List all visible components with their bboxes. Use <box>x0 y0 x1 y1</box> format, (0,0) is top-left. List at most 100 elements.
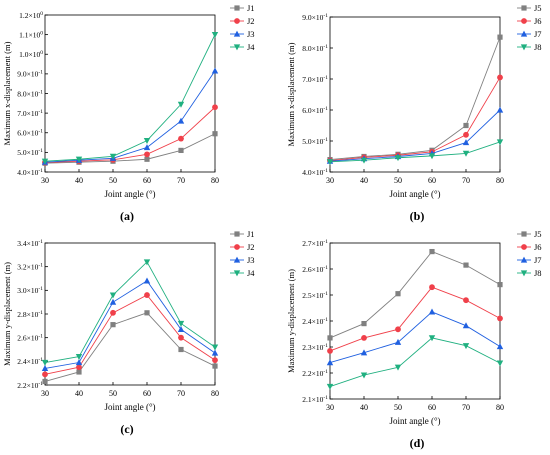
legend-label: J1 <box>247 3 255 13</box>
data-point <box>143 138 151 144</box>
chart-panel-3: 30 40 50 60 70 80 2.2×10-1 2.4×10-1 2.6×10-1 2.8×… <box>2 229 255 436</box>
y-tick-label: 4.0×10-1 <box>17 168 43 177</box>
data-point <box>211 67 219 74</box>
y-tick-label: 2.6×10-1 <box>302 265 328 274</box>
x-tick-label: 40 <box>360 403 368 412</box>
data-point <box>75 359 83 366</box>
x-axis-label: Joint angle (°) <box>104 402 155 412</box>
data-point <box>463 131 469 138</box>
y-tick-label: 8.0×10-1 <box>302 44 328 53</box>
legend-label: J8 <box>534 42 542 52</box>
chart-panel-2: 30 40 50 60 70 80 4.0×10-1 5.0×10-1 6.0×10-1 7.0×… <box>286 3 542 223</box>
data-point <box>497 74 503 81</box>
legend-label: J8 <box>534 268 542 278</box>
x-axis-label: Joint angle (°) <box>104 189 155 199</box>
legend-item-J6: J6 <box>517 242 542 252</box>
series-J8 <box>326 139 504 166</box>
x-tick-label: 30 <box>41 389 49 398</box>
y-tick-label: 8.0×10-1 <box>17 89 43 98</box>
data-point <box>76 369 82 375</box>
legend-item-J3: J3 <box>230 29 255 39</box>
y-tick-label: 2.4×10-1 <box>17 357 43 366</box>
data-point <box>326 383 334 390</box>
y-tick-label: 5.0×10-1 <box>17 148 43 157</box>
legend-item-J1: J1 <box>230 3 255 13</box>
data-point <box>178 334 184 341</box>
data-point <box>144 310 150 316</box>
legend-item-J6: J6 <box>517 16 542 26</box>
data-point <box>463 297 469 304</box>
x-tick-label: 30 <box>326 176 334 185</box>
y-tick-label: 2.2×10-1 <box>302 369 328 378</box>
legend-marker <box>520 256 528 263</box>
panel-label: (c) <box>120 422 133 436</box>
x-tick-label: 70 <box>462 176 470 185</box>
legend-item-J4: J4 <box>230 268 255 278</box>
data-point <box>110 309 116 316</box>
series-J7 <box>326 106 504 164</box>
x-tick-label: 40 <box>75 176 83 185</box>
series-J2 <box>42 104 218 166</box>
data-point <box>110 322 116 328</box>
data-point <box>327 348 333 354</box>
data-point <box>42 378 48 385</box>
series-J6 <box>327 284 503 354</box>
legend-marker <box>521 244 527 250</box>
y-tick-label: 9.0×10-1 <box>17 70 43 79</box>
series-line <box>44 294 216 375</box>
legend-marker <box>234 231 240 237</box>
data-point <box>41 158 49 165</box>
data-point <box>497 34 503 40</box>
data-point <box>177 320 185 327</box>
x-tick-label: 70 <box>177 176 185 185</box>
y-tick-label: 3.2×10-1 <box>17 262 43 271</box>
legend-item-J2: J2 <box>230 242 255 252</box>
data-point <box>177 117 185 124</box>
legend-item-J4: J4 <box>230 42 255 52</box>
data-point <box>428 335 436 342</box>
data-point <box>75 156 83 163</box>
y-axis-label: Maximum y-displacement (m) <box>286 269 296 373</box>
legend-label: J4 <box>247 268 255 278</box>
legend-label: J6 <box>534 16 542 26</box>
y-tick-label: 6.0×10-1 <box>17 129 43 138</box>
y-tick-label: 1.0×100 <box>19 50 43 59</box>
panel-label: (b) <box>410 209 425 223</box>
series-line <box>329 77 501 161</box>
legend-item-J5: J5 <box>517 229 542 239</box>
data-point <box>462 139 470 146</box>
legend-marker <box>521 231 527 237</box>
x-tick-label: 60 <box>428 176 436 185</box>
data-point <box>496 360 504 367</box>
series-J4 <box>41 32 219 165</box>
legend-marker <box>520 44 528 51</box>
legend-item-J1: J1 <box>230 229 255 239</box>
data-point <box>361 335 367 341</box>
series-line <box>329 337 501 387</box>
x-axis-label: Joint angle (°) <box>389 416 440 426</box>
x-tick-label: 50 <box>394 403 402 412</box>
legend-item-J7: J7 <box>517 255 542 265</box>
data-point <box>394 155 402 162</box>
legend-label: J5 <box>534 229 542 239</box>
panel-label: (a) <box>120 209 134 223</box>
series-line <box>44 106 216 164</box>
data-point <box>177 325 185 332</box>
data-point <box>109 298 117 305</box>
data-point <box>212 363 218 369</box>
x-tick-label: 50 <box>109 389 117 398</box>
y-tick-label: 7.0×10-1 <box>302 75 328 84</box>
data-point <box>212 104 218 111</box>
data-point <box>497 282 503 288</box>
x-tick-label: 50 <box>109 176 117 185</box>
x-tick-label: 80 <box>211 176 219 185</box>
series-line <box>329 141 501 163</box>
data-point <box>394 338 402 345</box>
legend-marker <box>234 18 240 24</box>
legend-item-J8: J8 <box>517 268 542 278</box>
legend-marker <box>233 30 241 37</box>
data-point <box>327 335 333 341</box>
data-point <box>177 101 185 108</box>
series-line <box>44 70 216 163</box>
data-point <box>109 153 117 160</box>
